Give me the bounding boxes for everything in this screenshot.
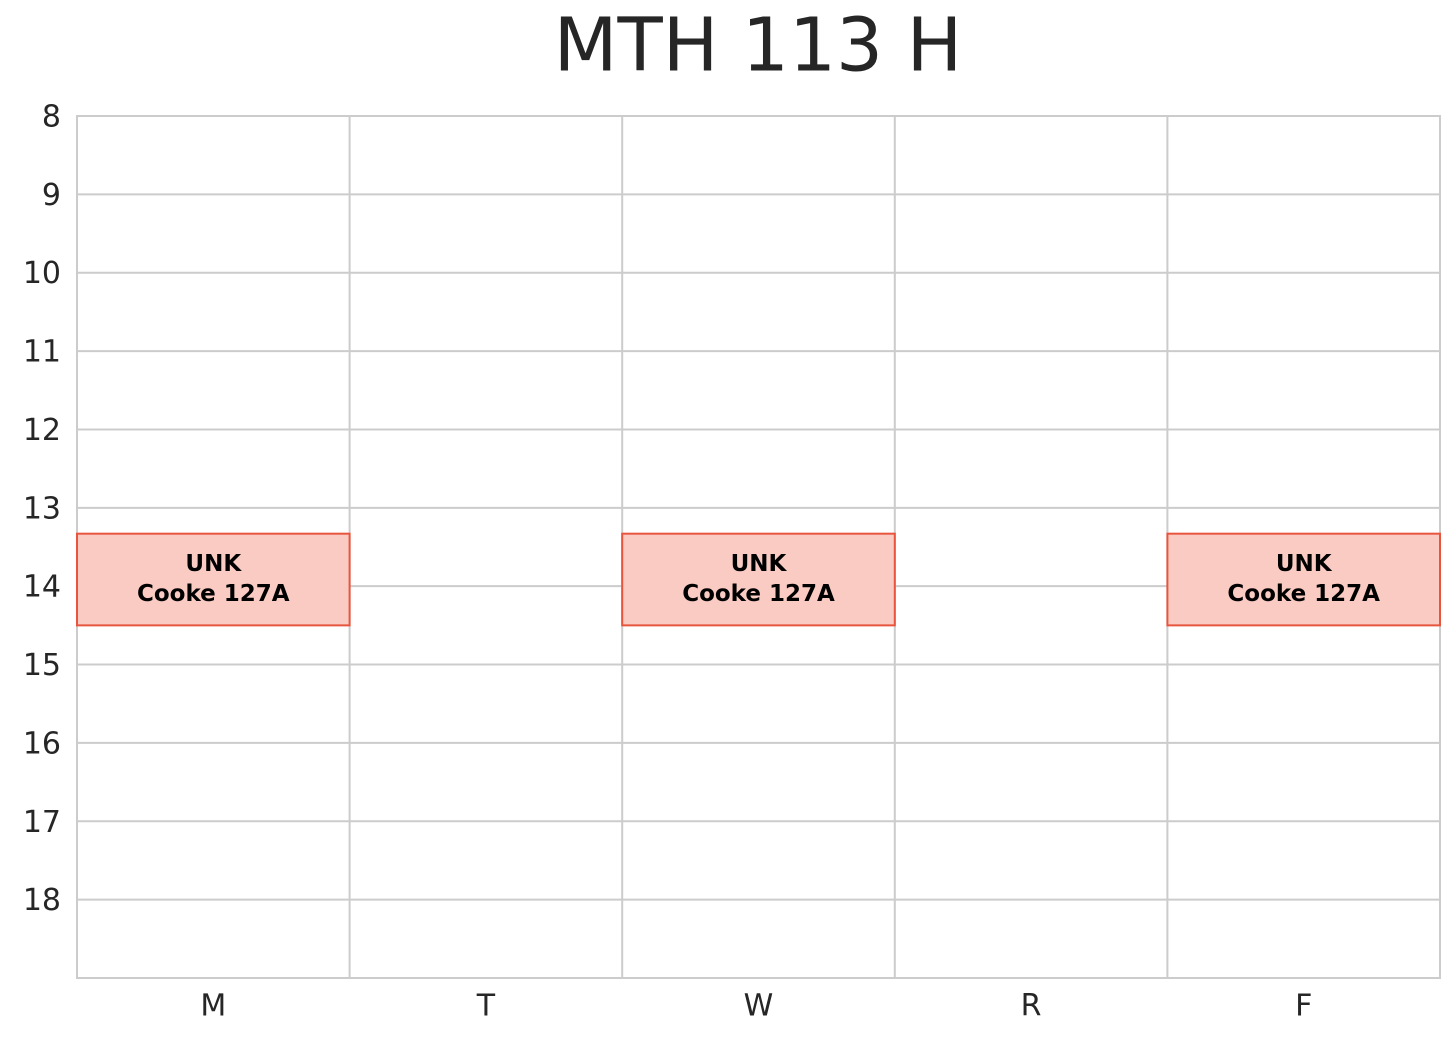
class-block bbox=[76, 532, 351, 627]
class-room: Cooke 127A bbox=[1227, 581, 1380, 607]
y-tick-label: 18 bbox=[23, 883, 61, 918]
x-tick-label: F bbox=[1295, 989, 1312, 1024]
class-label: UNK bbox=[1276, 551, 1333, 577]
y-tick-label: 12 bbox=[23, 413, 61, 448]
class-label: UNK bbox=[185, 551, 242, 577]
class-label: UNK bbox=[731, 551, 788, 577]
class-block bbox=[621, 532, 896, 627]
y-tick-label: 15 bbox=[23, 648, 61, 683]
y-tick-label: 8 bbox=[42, 100, 61, 135]
class-room: Cooke 127A bbox=[682, 581, 835, 607]
chart-title: MTH 113 H bbox=[554, 3, 963, 89]
y-tick-label: 17 bbox=[23, 805, 61, 840]
class-block bbox=[1166, 532, 1442, 627]
x-tick-label: M bbox=[200, 989, 226, 1024]
y-tick-label: 11 bbox=[23, 335, 61, 370]
x-tick-label: T bbox=[476, 989, 496, 1024]
y-tick-label: 16 bbox=[23, 726, 61, 761]
y-tick-label: 9 bbox=[42, 178, 61, 213]
class-room: Cooke 127A bbox=[137, 581, 290, 607]
x-tick-label: W bbox=[744, 989, 774, 1024]
y-tick-label: 14 bbox=[23, 570, 61, 605]
y-tick-label: 13 bbox=[23, 491, 61, 526]
y-tick-label: 10 bbox=[23, 256, 61, 291]
x-tick-label: R bbox=[1021, 989, 1042, 1024]
